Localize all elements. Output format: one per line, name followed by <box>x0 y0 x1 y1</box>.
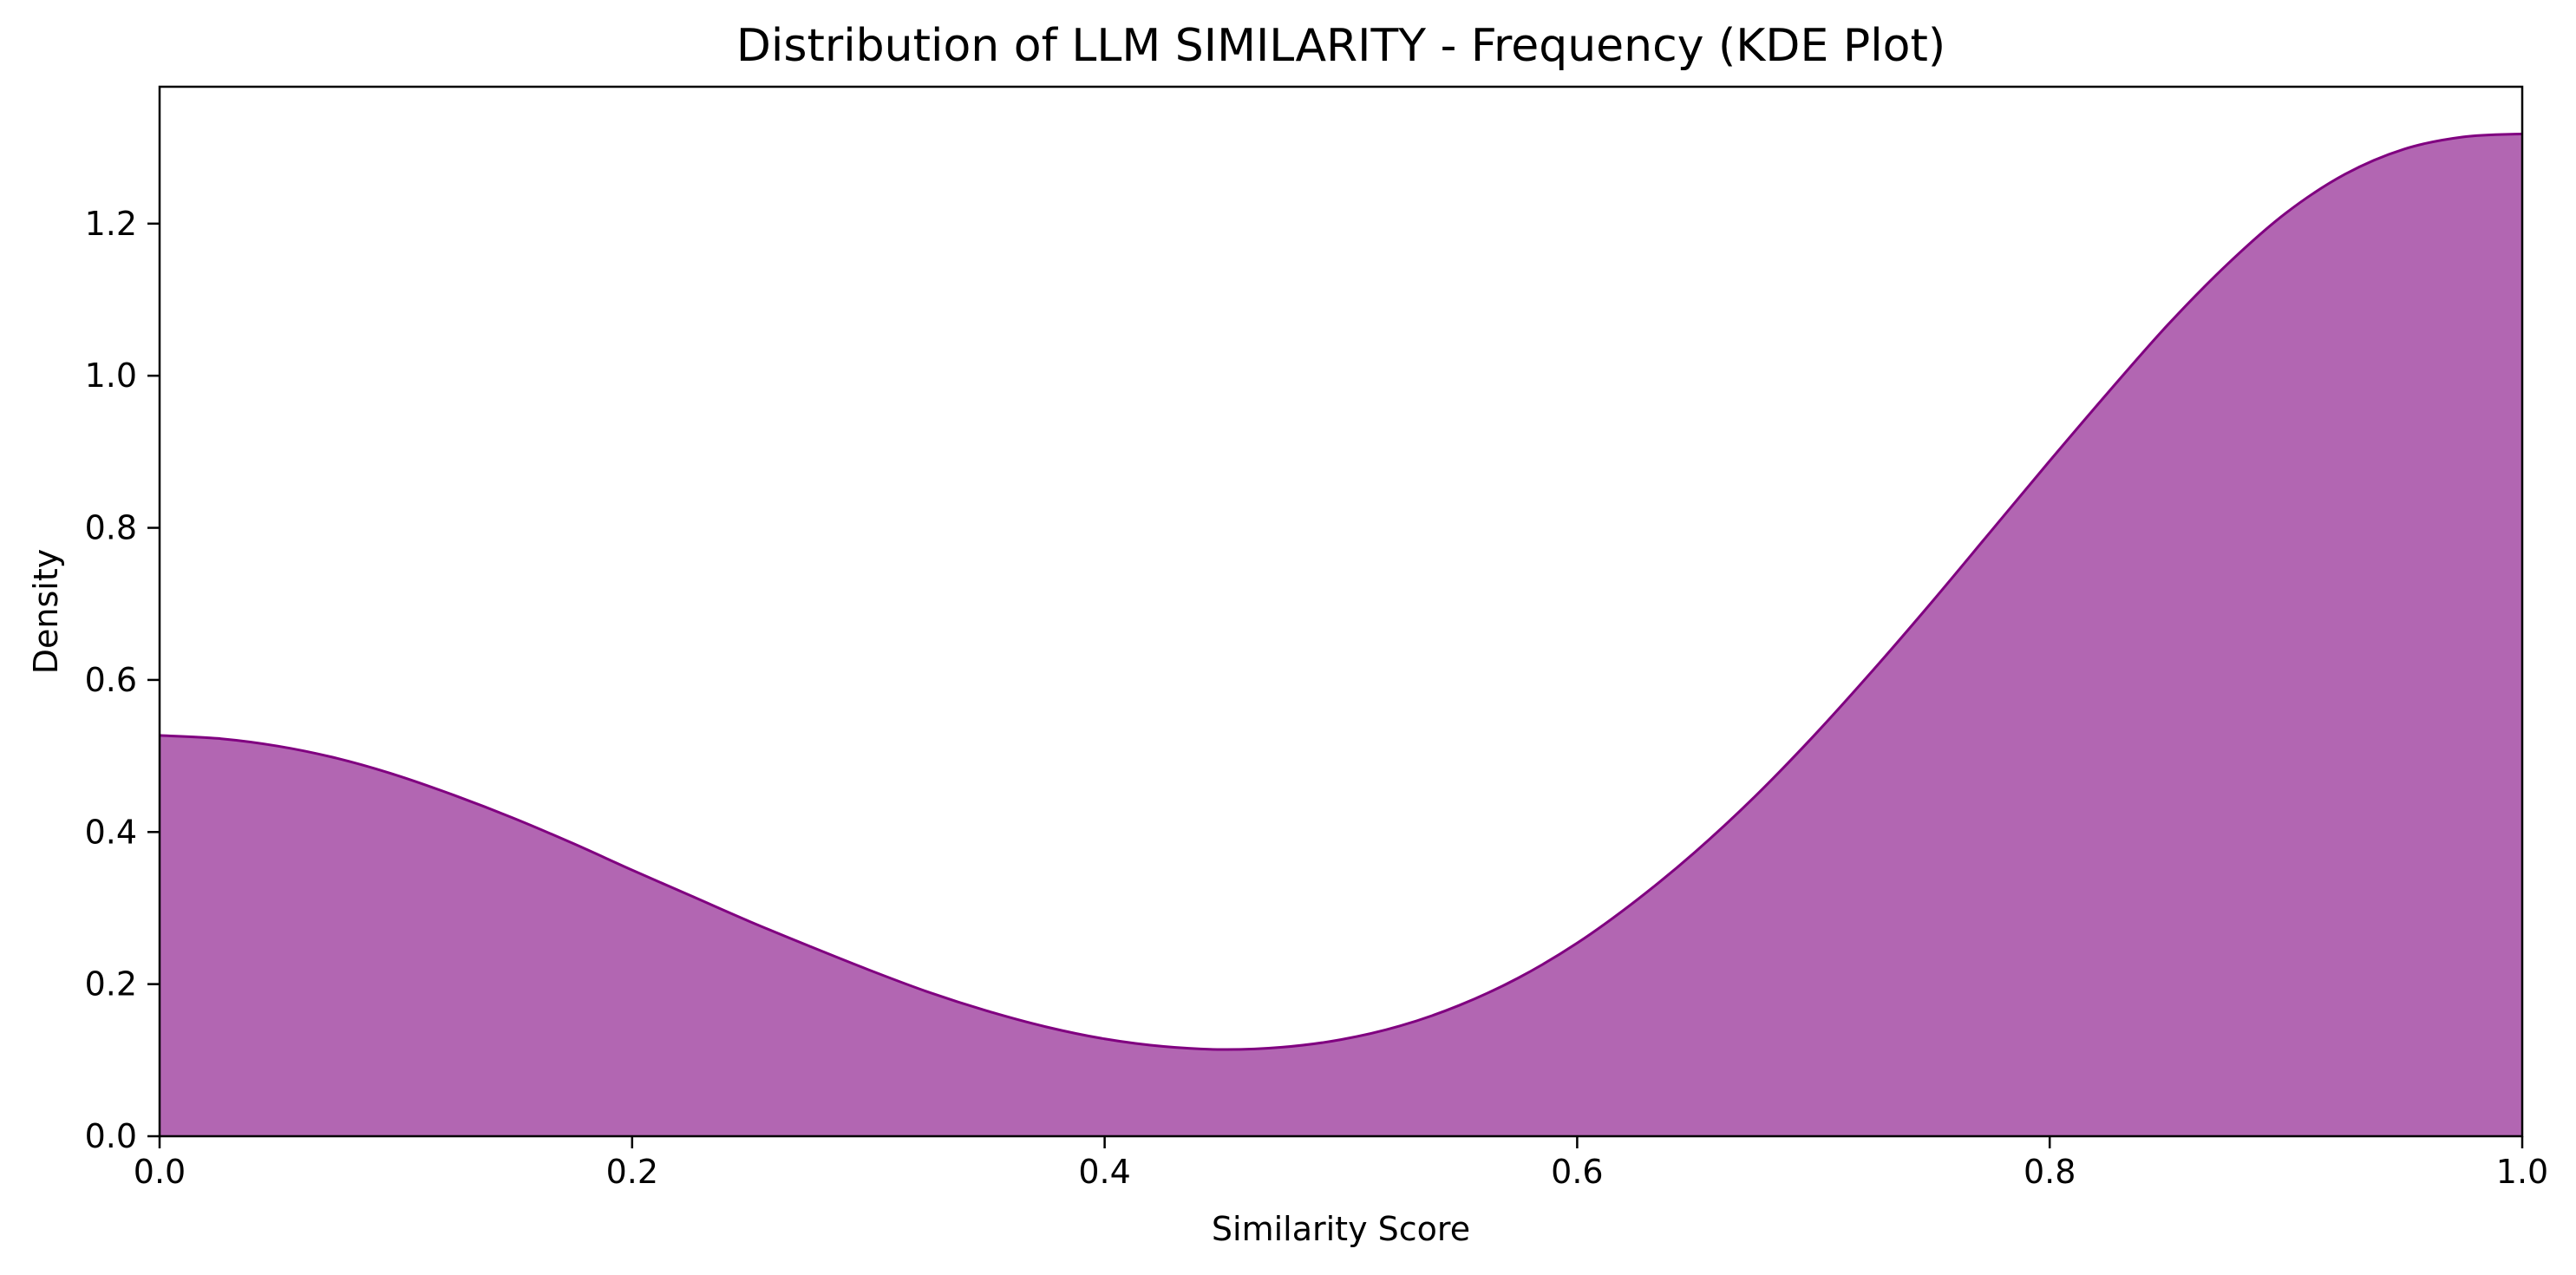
chart-title: Distribution of LLM SIMILARITY - Frequen… <box>736 20 1945 72</box>
x-tick-label: 0.4 <box>1078 1153 1130 1191</box>
x-tick-label: 0.2 <box>606 1153 658 1191</box>
y-axis-label: Density <box>27 549 65 674</box>
kde-density-area <box>160 134 2522 1137</box>
plot-frame <box>158 85 2524 1138</box>
y-tick-label: 0.0 <box>85 1117 137 1155</box>
y-axis-ticks: 0.0 0.2 0.4 0.6 0.8 1.0 1.2 <box>85 205 160 1155</box>
y-tick-label: 0.8 <box>85 509 137 547</box>
y-tick-label: 1.2 <box>85 205 137 243</box>
y-tick-label: 0.4 <box>85 813 137 851</box>
x-axis-label: Similarity Score <box>1212 1210 1470 1248</box>
y-tick-label: 0.2 <box>85 965 137 1004</box>
kde-density-line <box>159 132 2523 1051</box>
x-tick-label: 1.0 <box>2496 1153 2548 1191</box>
y-tick-label: 1.0 <box>85 356 137 395</box>
plot-area <box>158 85 2524 1138</box>
x-tick-label: 0.6 <box>1551 1153 1603 1191</box>
x-tick-label: 0.0 <box>134 1153 186 1191</box>
x-axis-ticks: 0.0 0.2 0.4 0.6 0.8 1.0 <box>134 1136 2548 1191</box>
x-tick-label: 0.8 <box>2024 1153 2076 1191</box>
y-tick-label: 0.6 <box>85 661 137 699</box>
